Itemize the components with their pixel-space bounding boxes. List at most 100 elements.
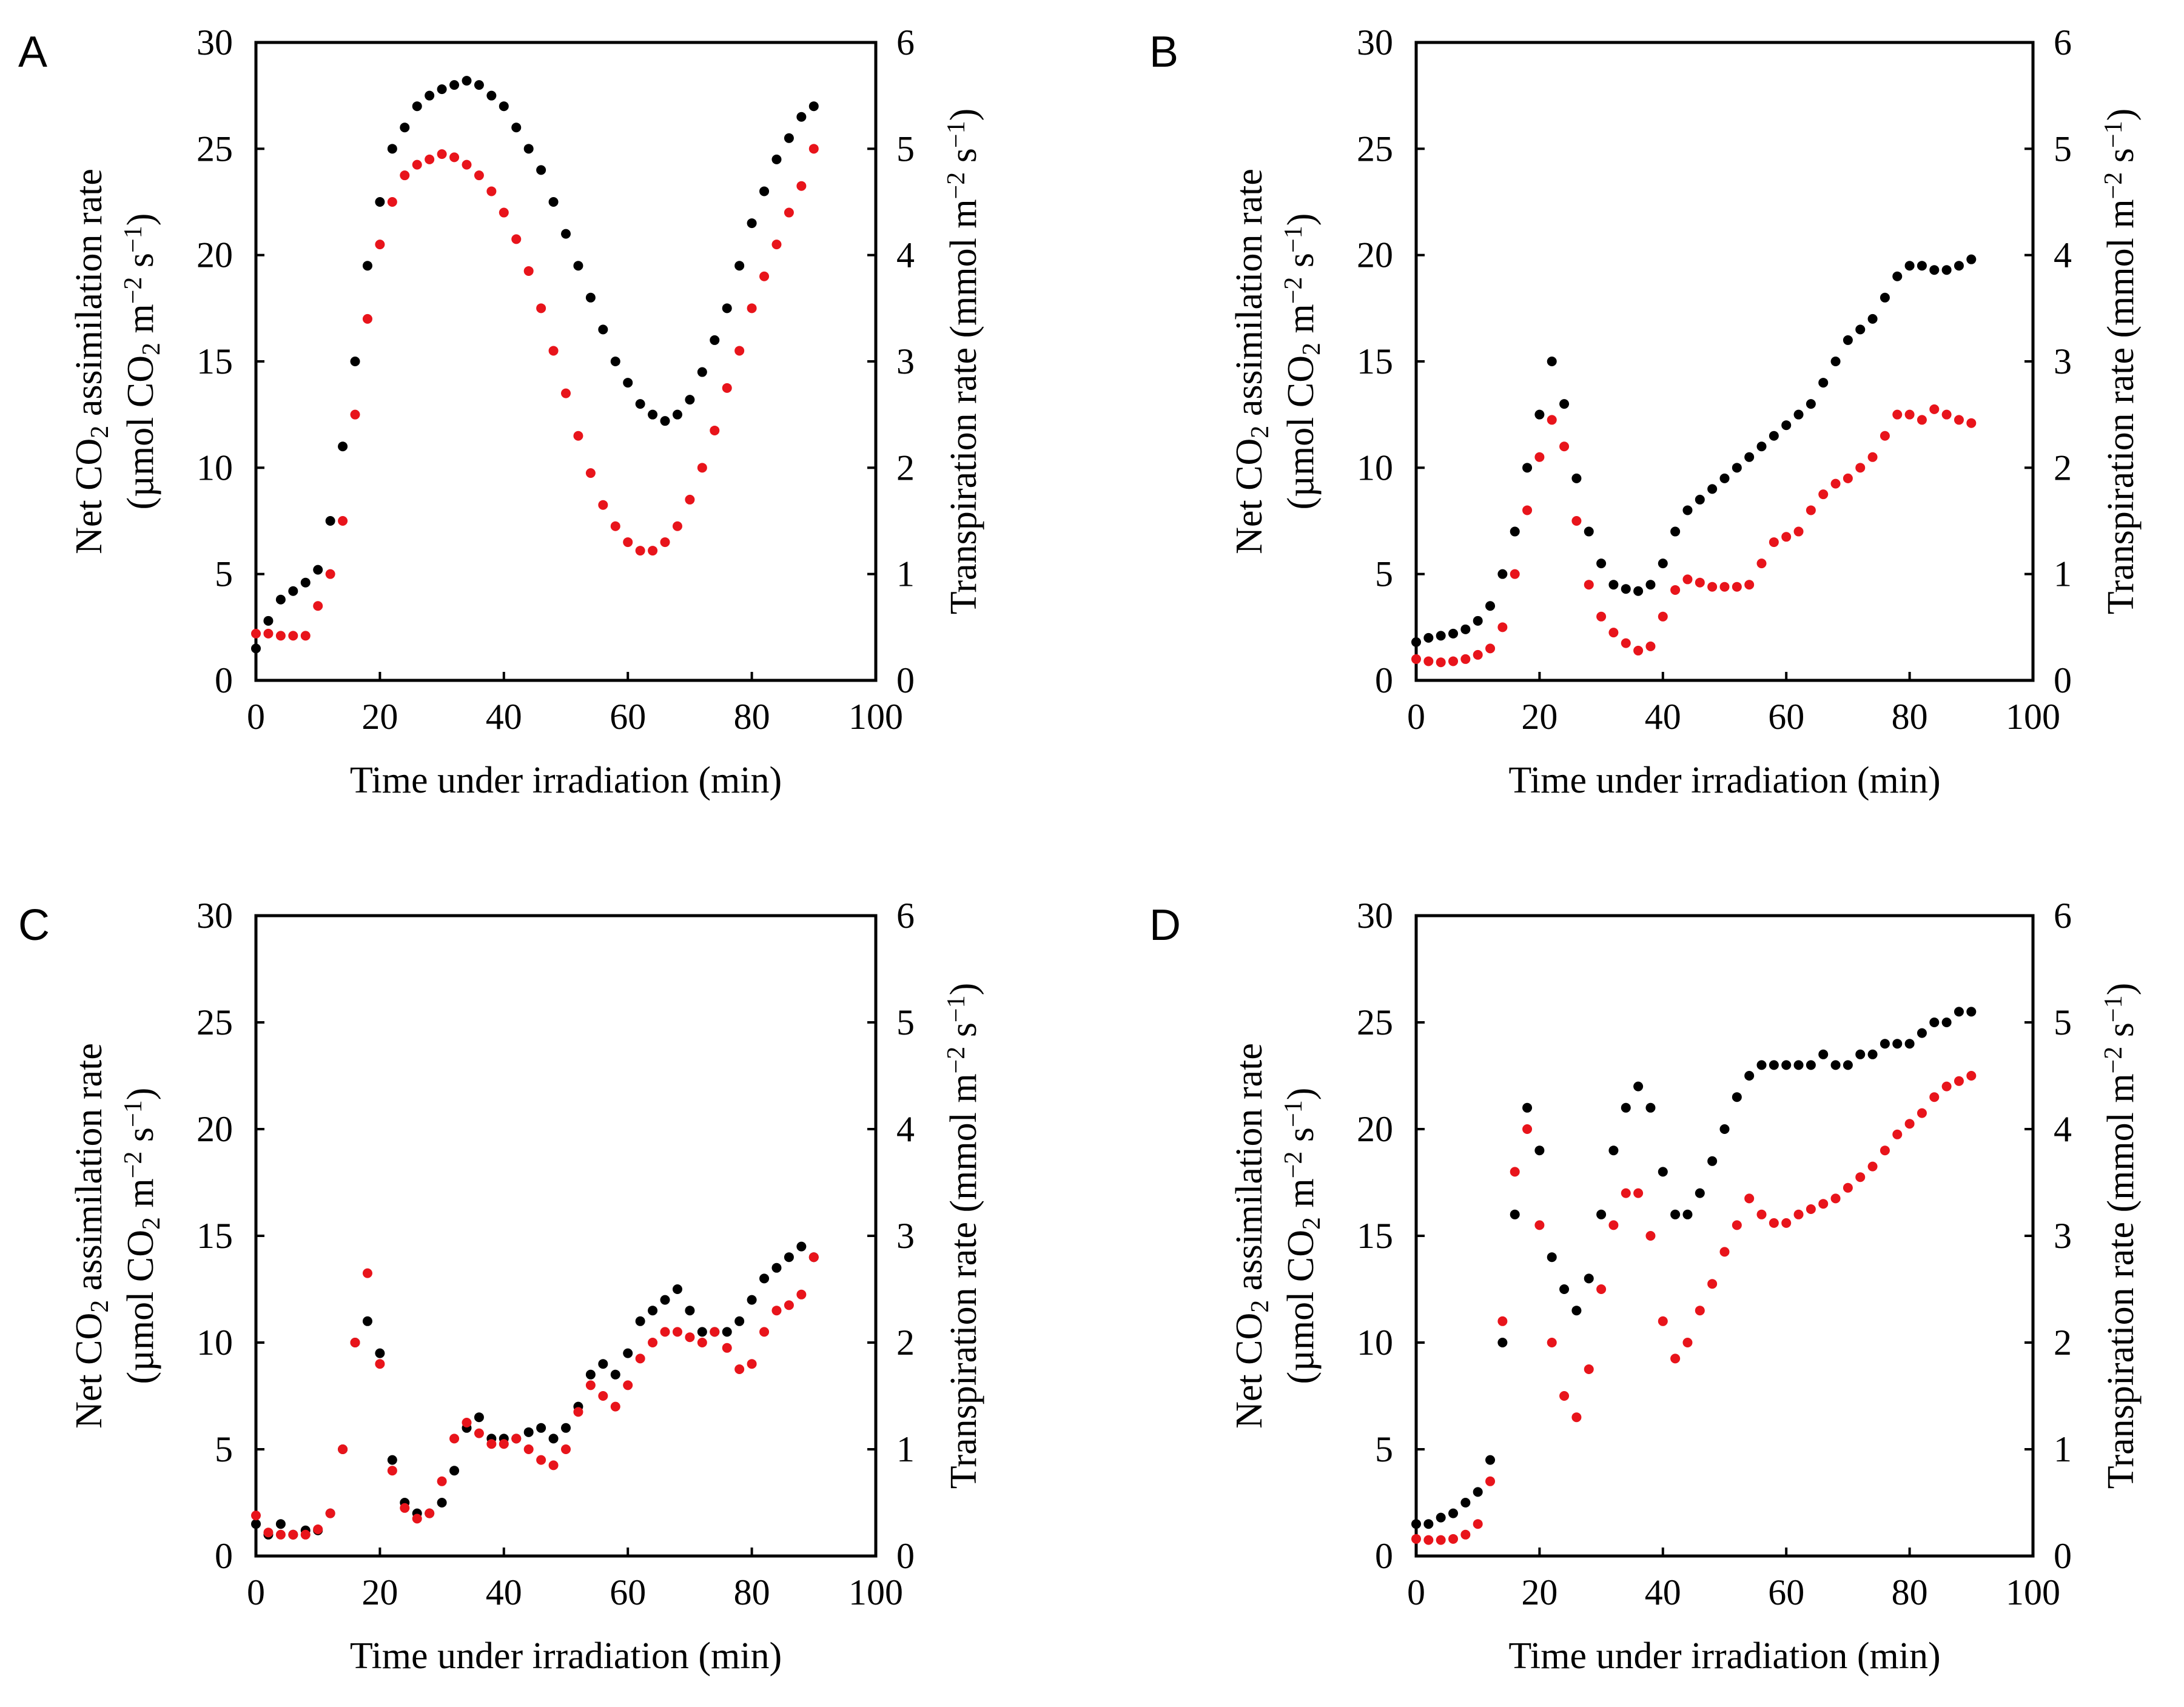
x-tick-label: 80 xyxy=(734,697,770,737)
data-point xyxy=(1460,1529,1471,1540)
data-point xyxy=(288,586,298,596)
y-left-tick-label: 30 xyxy=(1357,896,1393,936)
data-point xyxy=(598,1359,608,1369)
data-point xyxy=(1621,638,1631,648)
y-right-axis-title: Transpiration rate (mmol m−2 s−1) xyxy=(942,109,984,614)
data-point xyxy=(561,388,571,398)
data-point xyxy=(1855,1172,1866,1182)
data-point xyxy=(325,1508,335,1518)
data-point xyxy=(1633,645,1644,656)
data-point xyxy=(722,303,732,314)
data-point xyxy=(474,1428,484,1438)
data-point xyxy=(1658,1316,1668,1326)
data-point xyxy=(1547,357,1557,366)
data-point xyxy=(1682,505,1693,515)
data-point xyxy=(635,1353,645,1364)
series-transpiration xyxy=(1411,404,1977,668)
y-right-tick-label: 4 xyxy=(2054,235,2072,275)
data-point xyxy=(598,1391,608,1401)
y-left-tick-label: 30 xyxy=(1357,22,1393,62)
data-point xyxy=(1892,271,1903,281)
data-point xyxy=(685,494,695,505)
y-left-tick-label: 25 xyxy=(197,1002,233,1042)
data-point xyxy=(648,1338,658,1347)
data-point xyxy=(734,261,745,271)
data-point xyxy=(796,112,807,122)
data-point xyxy=(1485,1476,1496,1486)
data-point xyxy=(1547,1252,1557,1263)
data-point xyxy=(251,643,261,654)
y-right-tick-label: 5 xyxy=(2054,129,2072,169)
data-point xyxy=(462,159,472,170)
y-left-tick-label: 15 xyxy=(197,341,233,381)
data-point xyxy=(1473,1487,1483,1497)
x-tick-label: 80 xyxy=(734,1572,770,1612)
data-point xyxy=(1880,431,1890,441)
data-point xyxy=(1855,1049,1866,1059)
data-point xyxy=(1966,1007,1977,1017)
data-point xyxy=(722,1327,732,1337)
data-point xyxy=(1867,452,1878,462)
y-right-tick-label: 4 xyxy=(896,1109,915,1149)
data-point xyxy=(1892,1039,1903,1049)
plot-frame xyxy=(1414,914,2035,1558)
data-point xyxy=(400,170,410,181)
x-tick-label: 80 xyxy=(1892,1572,1928,1612)
x-tick-label: 40 xyxy=(486,1572,522,1612)
data-point xyxy=(325,516,335,526)
y-left-tick-label: 0 xyxy=(1375,660,1393,700)
data-point xyxy=(1843,1182,1853,1193)
panel-letter: B xyxy=(1149,28,1178,76)
data-point xyxy=(623,378,633,388)
y-right-tick-label: 2 xyxy=(896,448,915,488)
data-point xyxy=(511,122,522,133)
data-point xyxy=(313,565,323,575)
data-point xyxy=(1880,1145,1890,1156)
data-point xyxy=(610,1401,620,1412)
data-point xyxy=(400,1503,410,1513)
y-left-axis-title: Net CO2 assimilation rate xyxy=(69,1043,114,1429)
data-point xyxy=(387,1466,397,1476)
data-point xyxy=(623,1348,633,1358)
data-point xyxy=(1596,611,1607,622)
data-point xyxy=(1904,261,1915,271)
data-point xyxy=(1732,1220,1742,1230)
data-point xyxy=(685,1332,695,1343)
data-point xyxy=(1769,537,1779,548)
y-left-tick-label: 0 xyxy=(215,1536,233,1576)
y-left-tick-label: 25 xyxy=(1357,129,1393,169)
data-point xyxy=(1423,632,1434,643)
y-right-tick-label: 4 xyxy=(2054,1109,2072,1149)
data-point xyxy=(710,425,720,435)
panel-letter: A xyxy=(18,28,47,76)
y-left-axis-units: (µmol CO2 m−2 s−1) xyxy=(119,213,165,510)
data-point xyxy=(412,1514,422,1524)
data-point xyxy=(1460,1498,1471,1507)
data-point xyxy=(251,1511,261,1521)
x-axis-title: Time under irradiation (min) xyxy=(350,1635,782,1677)
data-point xyxy=(1744,452,1755,462)
data-point xyxy=(1929,1018,1940,1027)
data-point xyxy=(1719,1124,1730,1134)
data-point xyxy=(1448,656,1459,666)
data-point xyxy=(523,266,534,276)
y-left-tick-label: 5 xyxy=(215,1429,233,1469)
data-point xyxy=(275,1519,286,1529)
data-point xyxy=(672,521,682,531)
data-point xyxy=(523,1444,534,1454)
data-point xyxy=(1411,654,1421,664)
data-point xyxy=(1929,265,1940,275)
y-right-tick-label: 0 xyxy=(2054,1536,2072,1576)
data-point xyxy=(697,463,707,473)
data-point xyxy=(1510,526,1520,537)
data-point xyxy=(1497,1316,1508,1326)
data-point xyxy=(1436,657,1446,668)
data-point xyxy=(796,1241,807,1252)
data-point xyxy=(499,101,509,112)
data-point xyxy=(1929,404,1940,414)
data-point xyxy=(1732,582,1742,592)
y-left-tick-label: 10 xyxy=(1357,448,1393,488)
data-point xyxy=(412,159,422,170)
